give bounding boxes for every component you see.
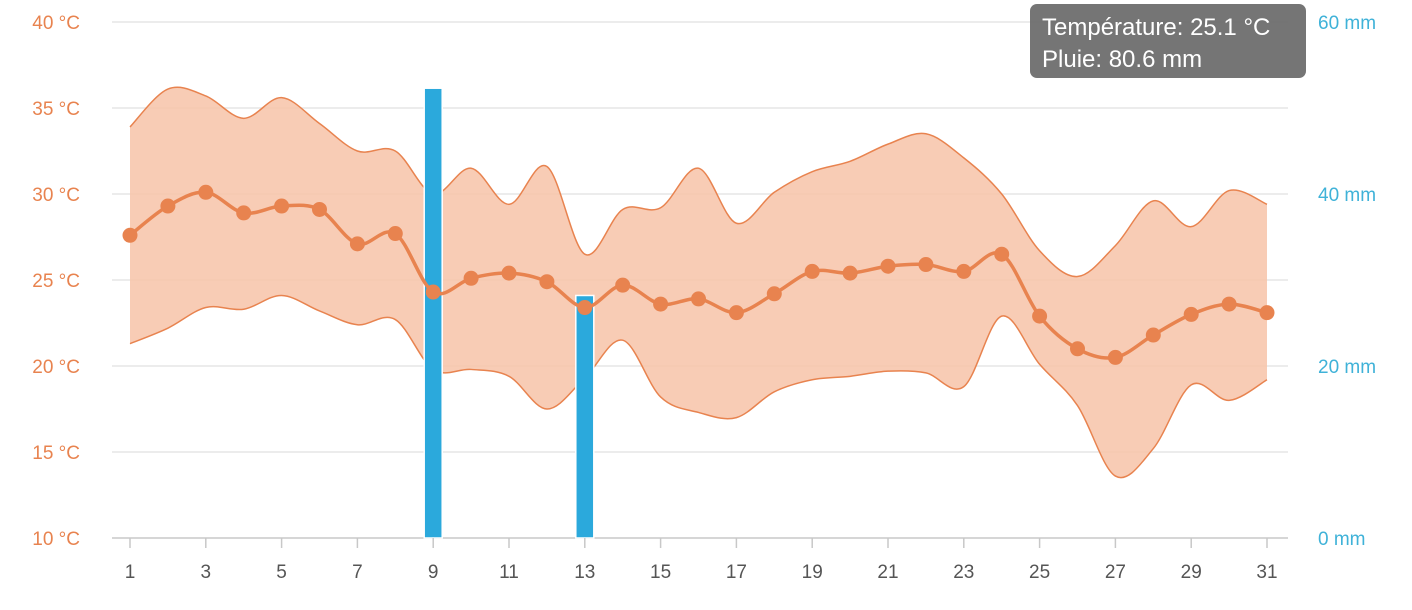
- temperature-point-day-15[interactable]: [653, 296, 669, 312]
- y-right-tick-label: 0 mm: [1318, 529, 1366, 550]
- tooltip-temperature: Température: 25.1 °C: [1042, 14, 1271, 41]
- y-right-tick-label: 20 mm: [1318, 357, 1376, 378]
- temperature-point-day-8[interactable]: [387, 226, 403, 242]
- temperature-point-day-24[interactable]: [994, 246, 1010, 262]
- temperature-point-day-27[interactable]: [1107, 349, 1123, 365]
- range-area: [130, 87, 1267, 478]
- temperature-point-day-22[interactable]: [918, 257, 934, 273]
- x-tick-label: 9: [428, 562, 439, 583]
- temperature-point-day-29[interactable]: [1183, 306, 1199, 322]
- x-tick-label: 15: [650, 562, 671, 583]
- temperature-point-day-30[interactable]: [1221, 296, 1237, 312]
- temperature-point-day-6[interactable]: [312, 201, 327, 217]
- x-tick-label: 25: [1029, 562, 1050, 583]
- temperature-point-day-23[interactable]: [956, 263, 972, 279]
- x-tick-label: 7: [352, 562, 363, 583]
- x-tick-label: 3: [201, 562, 212, 583]
- range-high-line: [129, 86, 1268, 278]
- rain-bar-day-13[interactable]: [575, 294, 595, 539]
- range-low-line: [129, 294, 1268, 479]
- temperature-point-day-18[interactable]: [766, 286, 782, 302]
- x-tick-label: 1: [125, 562, 136, 583]
- temperature-point-day-17[interactable]: [728, 305, 744, 321]
- temperature-point-day-1[interactable]: [122, 227, 138, 243]
- y-left-tick-label: 35 °C: [32, 99, 80, 120]
- y-left-tick-label: 15 °C: [32, 443, 80, 464]
- temperature-point-day-9[interactable]: [425, 284, 441, 300]
- temperature-point-day-31[interactable]: [1259, 305, 1275, 321]
- temperature-point-day-3[interactable]: [198, 184, 214, 200]
- y-left-tick-label: 25 °C: [32, 271, 80, 292]
- axes: 10 °C 15 °C 20 °C 25 °C 30 °C 35 °C 40 °C 0 mm 2…: [32, 13, 1376, 583]
- x-tick-label: 17: [726, 562, 747, 583]
- temperature-point-day-10[interactable]: [463, 270, 479, 286]
- y-left-tick-label: 20 °C: [32, 357, 80, 378]
- rain-bar-day-9[interactable]: [423, 87, 443, 539]
- temperature-point-day-19[interactable]: [804, 263, 820, 279]
- y-left-tick-label: 40 °C: [32, 13, 80, 34]
- temperature-point-day-4[interactable]: [236, 205, 252, 221]
- tooltip-rain: Pluie: 80.6 mm: [1042, 46, 1203, 73]
- temperature-point-day-21[interactable]: [880, 258, 896, 274]
- x-tick-label: 5: [276, 562, 287, 583]
- temperature-point-day-28[interactable]: [1145, 327, 1161, 343]
- x-tick-label: 21: [877, 562, 898, 583]
- x-tick-label: 27: [1105, 562, 1126, 583]
- temperature-point-day-11[interactable]: [501, 265, 517, 281]
- temperature-point-day-16[interactable]: [691, 291, 706, 307]
- x-tick-label: 19: [802, 562, 823, 583]
- x-tick-label: 23: [953, 562, 974, 583]
- temperature-point-day-26[interactable]: [1070, 341, 1085, 357]
- temperature-points: [122, 184, 1275, 365]
- y-right-tick-label: 40 mm: [1318, 185, 1376, 206]
- tooltip: Température: 25.1 °C Pluie: 80.6 mm: [1030, 4, 1306, 78]
- temperature-point-day-20[interactable]: [842, 265, 858, 281]
- y-right-tick-label: 60 mm: [1318, 13, 1376, 34]
- temperature-point-day-7[interactable]: [349, 236, 365, 252]
- x-tick-label: 13: [574, 562, 595, 583]
- rain-bars: [423, 87, 595, 539]
- temperature-point-day-14[interactable]: [615, 277, 631, 293]
- temperature-point-day-25[interactable]: [1032, 308, 1048, 324]
- temperature-range-band: [129, 86, 1268, 479]
- y-left-tick-label: 30 °C: [32, 185, 80, 206]
- temperature-point-day-5[interactable]: [274, 198, 290, 214]
- x-tick-label: 11: [499, 562, 519, 583]
- temperature-point-day-2[interactable]: [160, 198, 176, 214]
- x-tick-label: 31: [1256, 562, 1277, 583]
- temperature-point-day-12[interactable]: [539, 274, 555, 290]
- temperature-point-day-13[interactable]: [577, 300, 593, 316]
- x-tick-label: 29: [1181, 562, 1202, 583]
- y-left-tick-label: 10 °C: [32, 529, 80, 550]
